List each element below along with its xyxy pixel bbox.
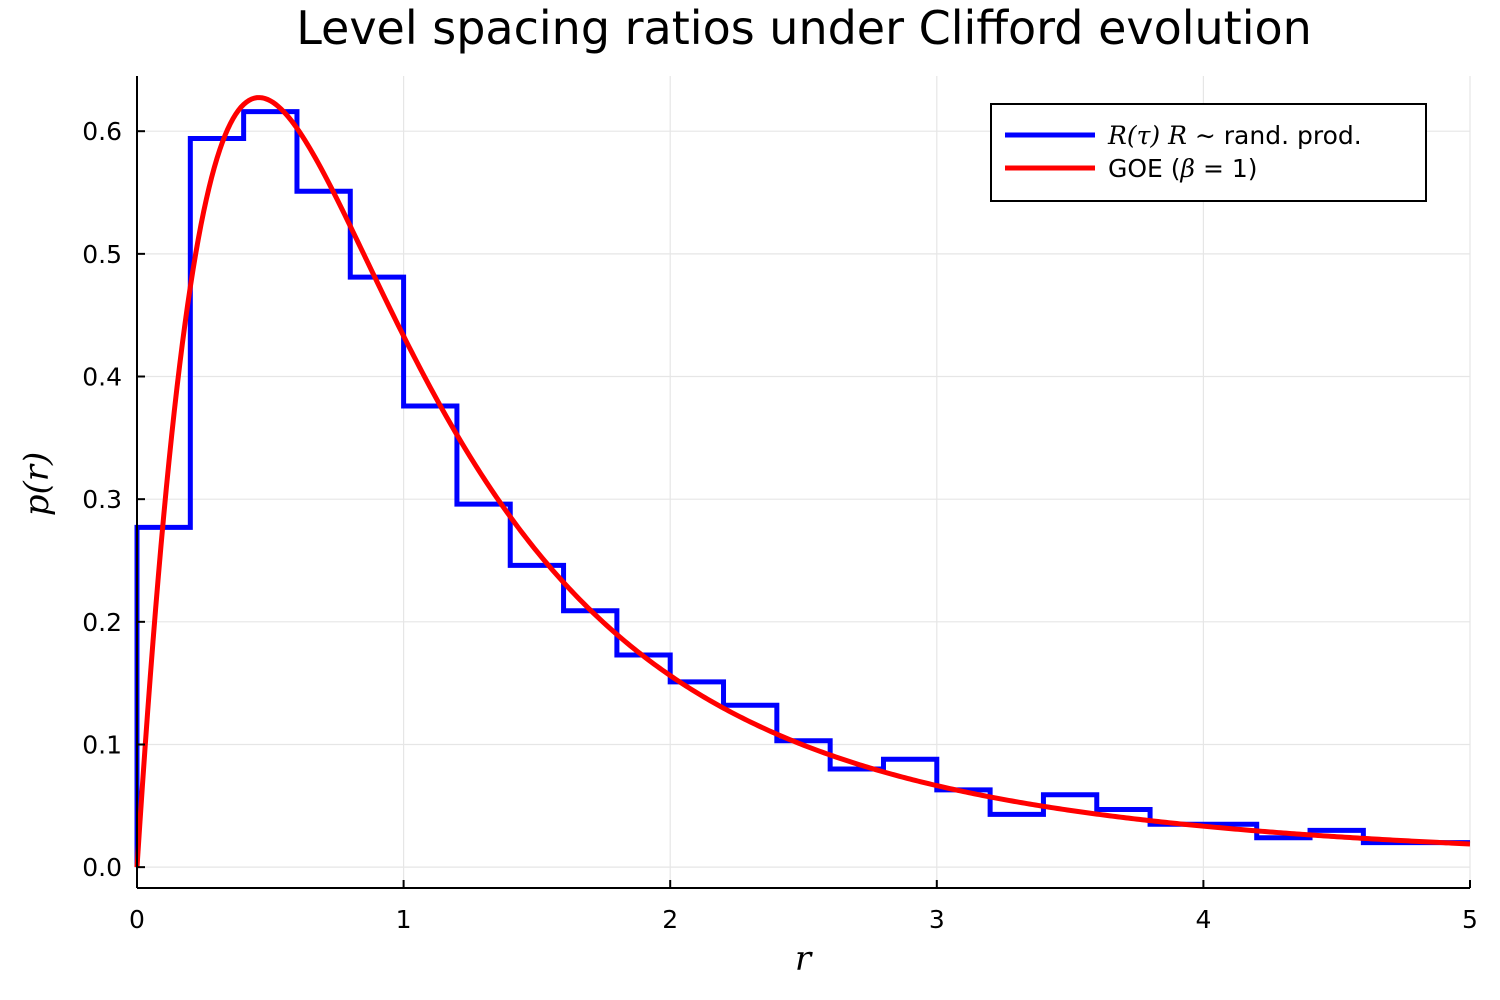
legend-entry-histogram-text: rand. prod.: [1216, 121, 1362, 150]
legend-entry-goe-post: = 1): [1195, 154, 1258, 183]
x-tick-label-5: 5: [1462, 905, 1478, 934]
x-ticks: 0 1 2 3 4 5: [129, 880, 1478, 934]
y-axis-label: p(r): [17, 452, 57, 517]
y-tick-label-1: 0.1: [82, 730, 122, 759]
legend: R(τ) R ∼ rand. prod. GOE (β = 1): [990, 103, 1427, 202]
legend-entry-goe-pre: GOE (: [1108, 154, 1181, 183]
x-tick-label-3: 3: [929, 905, 945, 934]
legend-entry-goe-math: β: [1180, 154, 1195, 183]
y-tick-label-2: 0.2: [82, 608, 122, 637]
series-goe-curve: [134, 95, 1471, 868]
x-axis-label: r: [795, 939, 813, 979]
x-tick-label-1: 1: [396, 905, 412, 934]
legend-entry-histogram-math: R(τ) R ∼: [1107, 121, 1216, 150]
legend-box: [990, 103, 1427, 202]
chart-title: Level spacing ratios under Clifford evol…: [296, 1, 1312, 55]
series-histogram-line: [134, 109, 1470, 868]
plot-series: [134, 95, 1471, 868]
y-tick-label-6: 0.6: [82, 117, 122, 146]
y-ticks: 0.0 0.1 0.2 0.3 0.4 0.5 0.6: [82, 117, 145, 882]
x-tick-label-2: 2: [662, 905, 678, 934]
y-tick-label-4: 0.4: [82, 363, 122, 392]
y-tick-label-0: 0.0: [82, 853, 122, 882]
x-tick-label-4: 4: [1195, 905, 1211, 934]
legend-entry-histogram: R(τ) R ∼ rand. prod.: [1107, 121, 1362, 150]
y-tick-label-3: 0.3: [82, 485, 122, 514]
axes: [136, 76, 1470, 889]
y-tick-label-5: 0.5: [82, 240, 122, 269]
x-tick-label-0: 0: [129, 905, 145, 934]
legend-entry-goe: GOE (β = 1): [1108, 154, 1258, 183]
